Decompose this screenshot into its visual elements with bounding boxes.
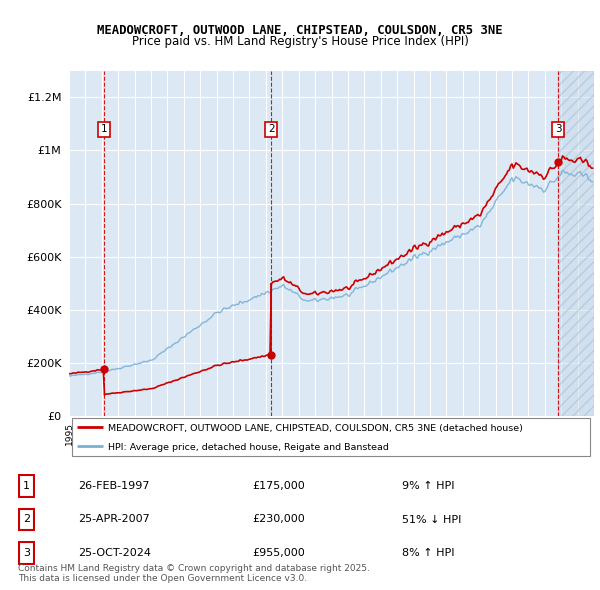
Text: 8% ↑ HPI: 8% ↑ HPI: [402, 548, 455, 558]
Text: 3: 3: [555, 124, 562, 134]
Text: £230,000: £230,000: [252, 514, 305, 525]
FancyBboxPatch shape: [19, 542, 34, 564]
Text: 25-OCT-2024: 25-OCT-2024: [78, 548, 151, 558]
Text: 1: 1: [101, 124, 107, 134]
FancyBboxPatch shape: [19, 475, 34, 497]
Text: £175,000: £175,000: [252, 481, 305, 491]
Text: 25-APR-2007: 25-APR-2007: [78, 514, 150, 525]
Text: MEADOWCROFT, OUTWOOD LANE, CHIPSTEAD, COULSDON, CR5 3NE (detached house): MEADOWCROFT, OUTWOOD LANE, CHIPSTEAD, CO…: [109, 424, 523, 433]
Text: 51% ↓ HPI: 51% ↓ HPI: [402, 514, 461, 525]
FancyBboxPatch shape: [19, 509, 34, 530]
Text: 26-FEB-1997: 26-FEB-1997: [78, 481, 149, 491]
Text: £955,000: £955,000: [252, 548, 305, 558]
Text: HPI: Average price, detached house, Reigate and Banstead: HPI: Average price, detached house, Reig…: [109, 442, 389, 452]
Text: Price paid vs. HM Land Registry's House Price Index (HPI): Price paid vs. HM Land Registry's House …: [131, 35, 469, 48]
Text: 2: 2: [23, 514, 30, 525]
Bar: [558, 71, 594, 416]
Text: MEADOWCROFT, OUTWOOD LANE, CHIPSTEAD, COULSDON, CR5 3NE: MEADOWCROFT, OUTWOOD LANE, CHIPSTEAD, CO…: [97, 24, 503, 37]
Text: Contains HM Land Registry data © Crown copyright and database right 2025.
This d: Contains HM Land Registry data © Crown c…: [18, 563, 370, 583]
Text: 1: 1: [23, 481, 30, 491]
Text: 2: 2: [268, 124, 274, 134]
Text: 3: 3: [23, 548, 30, 558]
FancyBboxPatch shape: [71, 418, 590, 456]
Text: 9% ↑ HPI: 9% ↑ HPI: [402, 481, 455, 491]
